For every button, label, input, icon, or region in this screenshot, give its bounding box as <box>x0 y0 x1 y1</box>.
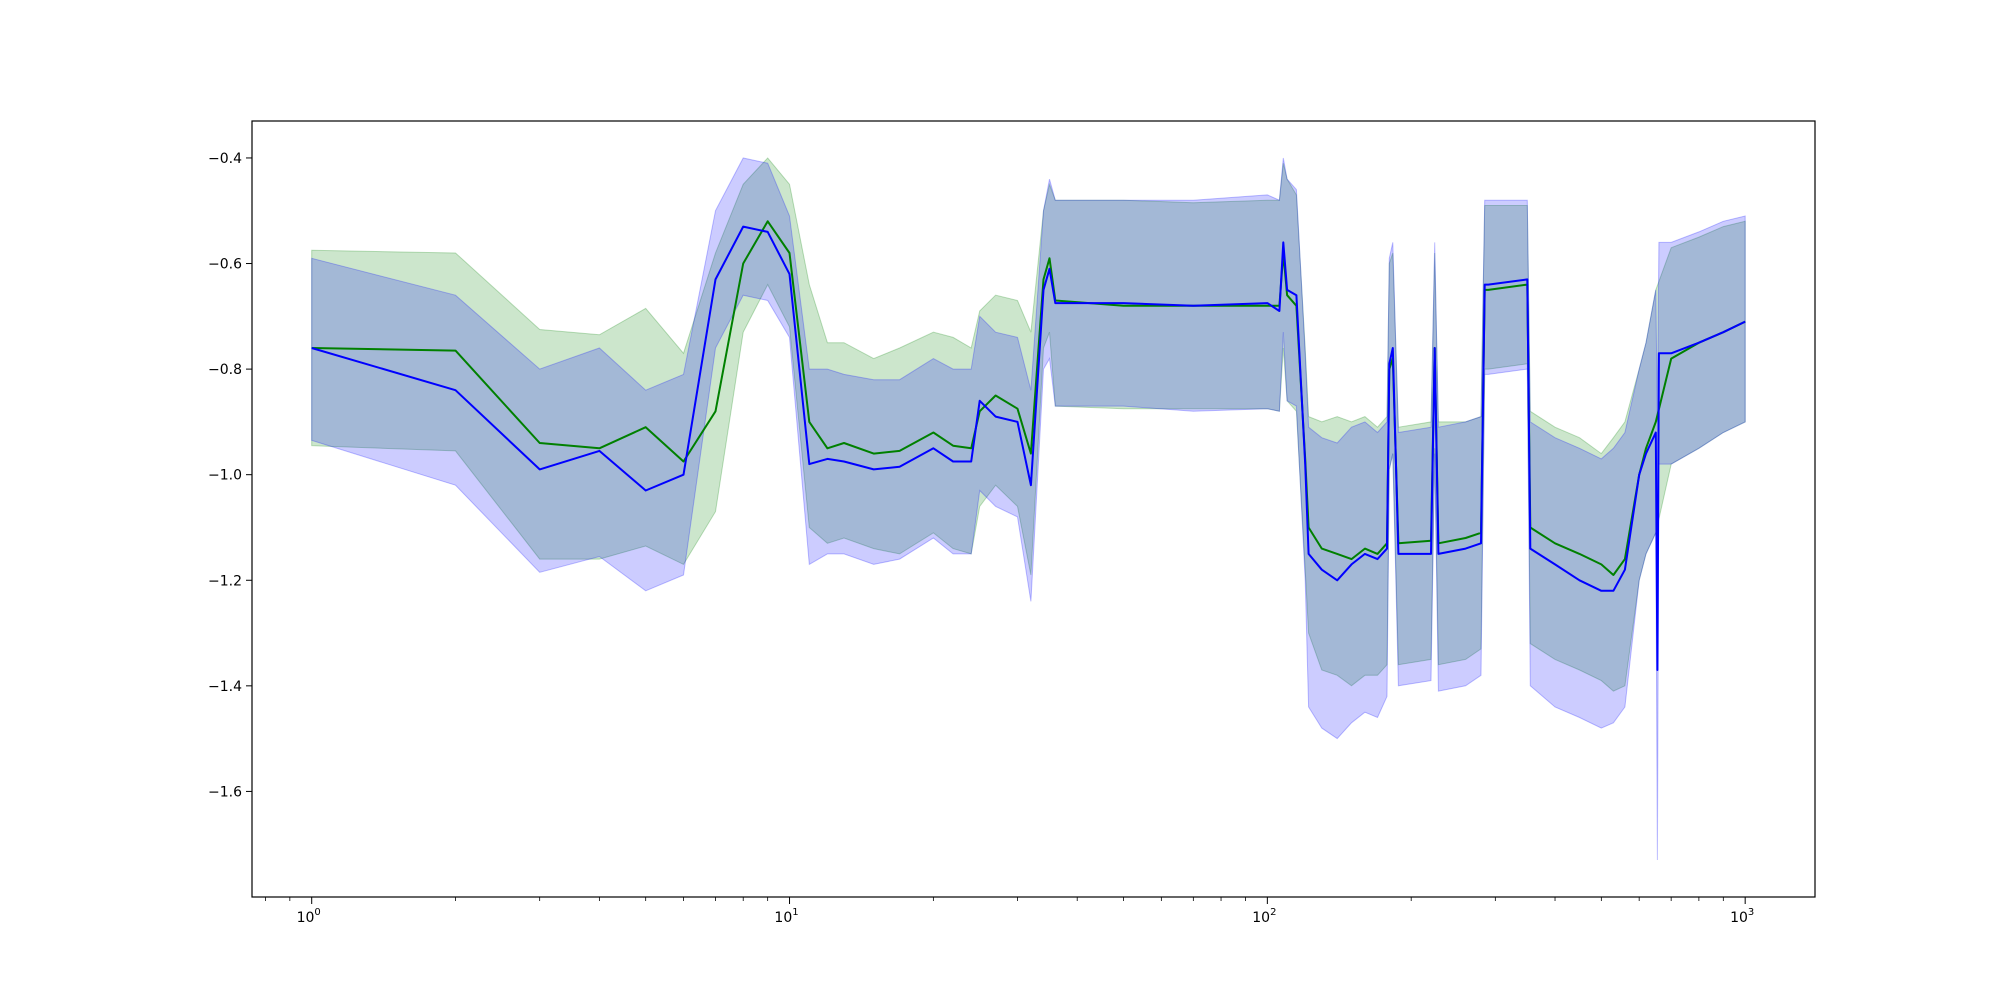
y-tick-label: −1.0 <box>208 468 242 484</box>
x-tick-base: 10 <box>1252 910 1270 926</box>
x-tick-exponent: 1 <box>792 907 798 918</box>
y-axis: −0.4 −0.6 −0.8 −1.0 −1.2 −1.4 −1.6 <box>208 151 252 800</box>
x-tick-label: 101 <box>774 907 798 926</box>
series-1-band <box>311 157 1746 692</box>
x-tick-base: 10 <box>774 910 792 926</box>
series-2-line <box>311 225 1746 671</box>
series-2-band <box>311 157 1746 861</box>
series-lines <box>311 220 1746 671</box>
x-tick-exponent: 2 <box>1270 907 1276 918</box>
y-tick-label: −1.6 <box>208 784 242 800</box>
y-tick-label: −0.8 <box>208 362 242 378</box>
x-tick-exponent: 3 <box>1748 907 1754 918</box>
x-tick-label: 102 <box>1252 907 1276 926</box>
confidence-bands <box>311 157 1746 861</box>
x-tick-label: 103 <box>1730 907 1754 926</box>
x-tick-label: 100 <box>297 907 321 926</box>
x-tick-base: 10 <box>1730 910 1748 926</box>
y-tick-label: −0.6 <box>208 257 242 273</box>
plot-frame <box>251 120 1816 898</box>
y-tick-label: −1.2 <box>208 573 242 589</box>
y-tick-label: −1.4 <box>208 679 242 695</box>
x-tick-base: 10 <box>297 910 315 926</box>
y-tick-label: −0.4 <box>208 151 242 167</box>
x-axis: 100 101 102 103 <box>264 897 1754 926</box>
x-tick-exponent: 0 <box>314 907 320 918</box>
